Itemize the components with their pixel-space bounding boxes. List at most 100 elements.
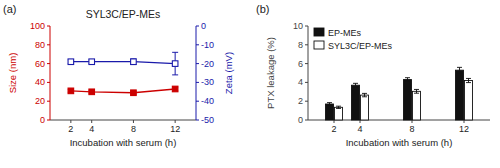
error-bar — [172, 87, 178, 91]
error-bar — [353, 83, 358, 87]
y-tick-label: 8 — [298, 40, 303, 50]
y-tick-label: 0 — [40, 115, 45, 125]
error-bar-stem — [407, 78, 408, 82]
error-bar — [457, 67, 462, 73]
bar — [352, 85, 360, 120]
error-bar-stem — [364, 93, 365, 96]
x-tick-label: 12 — [170, 124, 180, 134]
marker — [131, 59, 137, 65]
y-tick — [47, 26, 50, 27]
y2-axis-label: Zeta (mV) — [223, 52, 234, 94]
y-tick — [47, 44, 50, 45]
bar — [404, 80, 412, 120]
line — [71, 62, 175, 64]
y2-tick — [196, 44, 199, 45]
x-tick — [70, 120, 71, 123]
panel-label: (a) — [3, 3, 16, 15]
marker — [172, 86, 178, 92]
y2-tick-label: 0 — [201, 21, 206, 31]
y2-tick — [196, 101, 199, 102]
x-tick-label: 2 — [331, 124, 336, 134]
error-bar-cap — [457, 73, 462, 74]
error-bar — [405, 78, 410, 82]
x-axis — [50, 120, 196, 121]
plot-area — [68, 52, 178, 95]
error-bar-cap — [405, 81, 410, 82]
y-axis-label: PTX leakage (%) — [265, 37, 276, 109]
y-axis — [308, 26, 309, 120]
x-tick-label: 8 — [131, 124, 136, 134]
x-tick-label: 12 — [459, 124, 469, 134]
error-bar-stem — [459, 67, 460, 73]
x-tick-label: 4 — [357, 124, 362, 134]
y-tick-label: 60 — [35, 59, 45, 69]
y-tick-label: 10 — [293, 21, 303, 31]
error-bar — [327, 103, 332, 106]
y-tick-label: 20 — [35, 96, 45, 106]
y-tick — [305, 44, 308, 45]
legend-label: SYL3C/EP-MEs — [328, 41, 393, 51]
bar — [456, 70, 464, 120]
line — [71, 89, 175, 93]
y-axis — [50, 26, 51, 120]
marker — [68, 88, 74, 94]
y-tick-label: 100 — [30, 21, 45, 31]
error-bar-cap — [336, 106, 341, 107]
error-bar-stem — [416, 89, 417, 93]
panel: 248120204060801000-10-20-30-40-50Incubat… — [3, 3, 234, 148]
y-tick — [47, 63, 50, 64]
x-tick — [133, 120, 134, 123]
bar — [465, 81, 473, 120]
error-bar-cap — [466, 78, 471, 79]
y2-tick — [196, 82, 199, 83]
error-bar-cap — [405, 77, 410, 78]
marker — [89, 59, 95, 65]
error-bar — [68, 60, 74, 64]
plot-area — [326, 67, 473, 120]
error-bar-cap — [172, 74, 178, 75]
y2-tick-label: -30 — [201, 77, 214, 87]
error-bar — [89, 60, 95, 64]
y2-tick — [196, 63, 199, 64]
y-axis-label: Size (nm) — [7, 53, 18, 94]
error-bar-cap — [172, 52, 178, 53]
bar — [413, 91, 421, 120]
error-bar-cap — [327, 105, 332, 106]
bar — [326, 104, 334, 120]
error-bar-cap — [414, 89, 419, 90]
error-bar-stem — [468, 78, 469, 82]
panel: 248120246810Incubation with serum (h)PTX… — [256, 3, 490, 148]
x-tick — [175, 120, 176, 123]
x-tick-label: 8 — [409, 124, 414, 134]
y-tick-label: 4 — [298, 77, 303, 87]
figure: 248120204060801000-10-20-30-40-50Incubat… — [0, 0, 500, 168]
marker — [68, 59, 74, 65]
x-axis-label: Incubation with serum (h) — [346, 137, 453, 148]
y2-tick — [196, 120, 199, 121]
error-bar-cap — [466, 82, 471, 83]
y-tick — [305, 101, 308, 102]
marker — [131, 90, 137, 96]
y-tick — [305, 63, 308, 64]
error-bar — [336, 106, 341, 108]
error-bar-cap — [362, 93, 367, 94]
y-tick — [305, 26, 308, 27]
error-bar — [466, 78, 471, 82]
y-tick-label: 40 — [35, 77, 45, 87]
error-bar — [172, 52, 178, 75]
y-tick — [305, 120, 308, 121]
error-bar-cap — [336, 108, 341, 109]
y-tick-label: 80 — [35, 40, 45, 50]
panel-label: (b) — [256, 3, 269, 15]
error-bar-cap — [362, 96, 367, 97]
error-bar-cap — [353, 83, 358, 84]
marker — [172, 61, 178, 67]
error-bar-cap — [414, 93, 419, 94]
title: SYL3C/EP-MEs — [86, 8, 161, 20]
y-tick — [305, 82, 308, 83]
y-tick — [47, 82, 50, 83]
y-tick-label: 6 — [298, 59, 303, 69]
legend: EP-MEsSYL3C/EP-MEs — [314, 28, 393, 51]
x-tick-label: 2 — [68, 124, 73, 134]
error-bar-cap — [353, 87, 358, 88]
